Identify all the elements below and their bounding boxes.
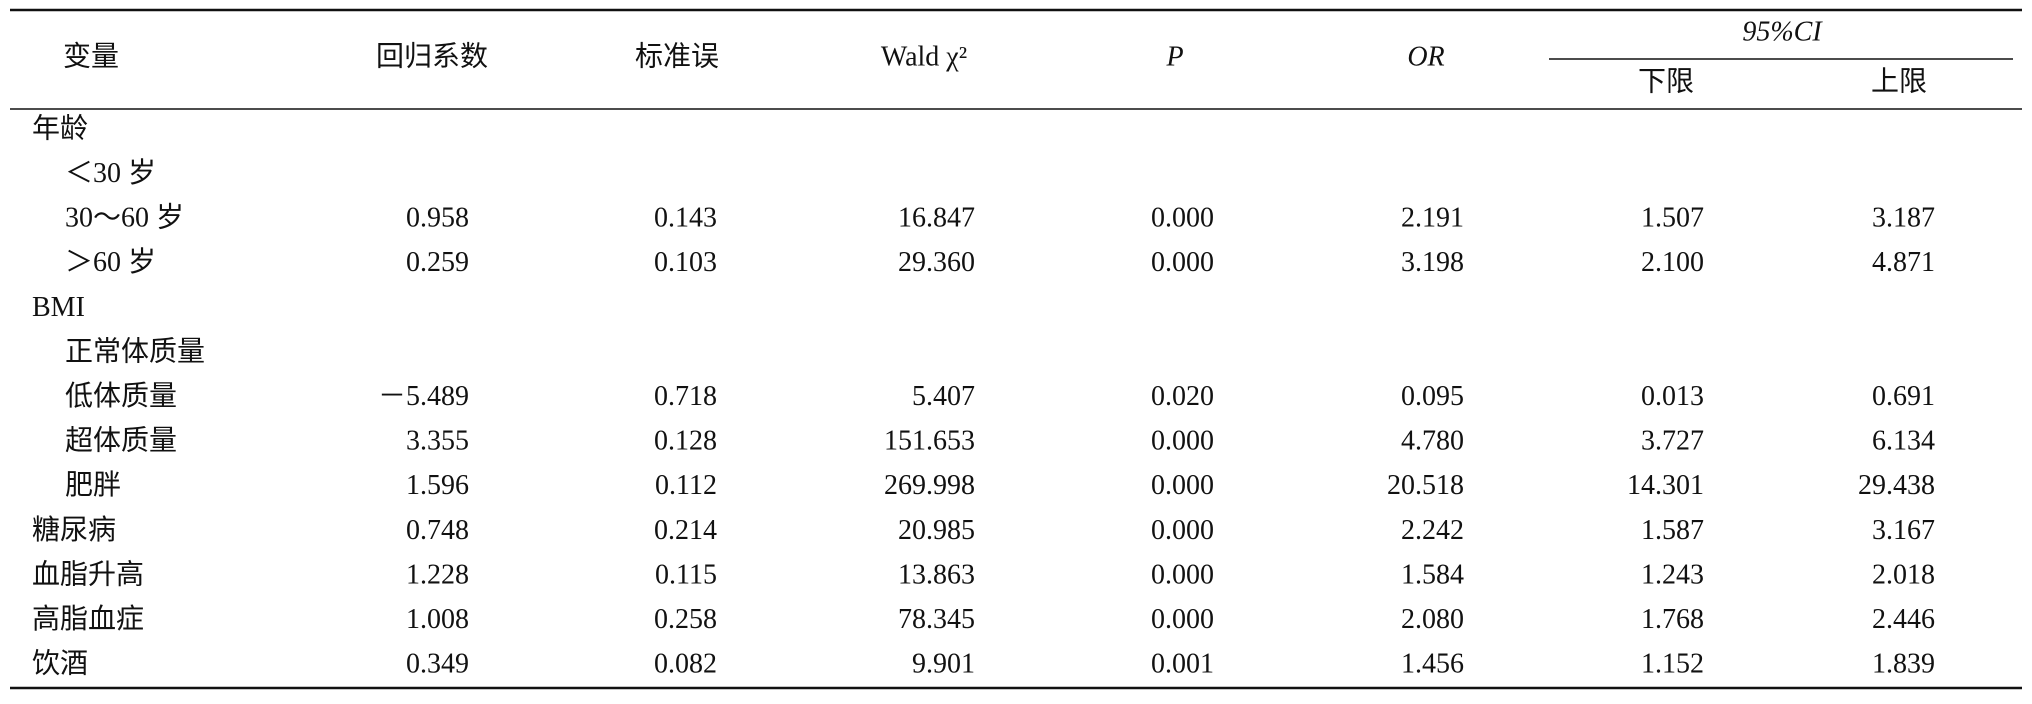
cell: 0.214 [654,515,717,546]
cell: 1.507 [1641,203,1704,234]
row-label: 肥胖 [65,469,121,501]
cell: 0.691 [1872,381,1935,412]
row-label: 正常体质量 [65,335,205,367]
cell: 0.000 [1151,247,1214,278]
cell: 0.103 [654,247,717,278]
cell: 2.018 [1872,559,1935,590]
ci-header: 95%CI [1742,16,1823,47]
row-label: ＜30 岁 [65,157,156,189]
ci-subheader: 下限 [1638,66,1694,97]
cell: 0.000 [1151,559,1214,590]
cell: 269.998 [884,470,975,501]
cell: 3.187 [1872,203,1935,234]
cell: 1.228 [406,559,469,590]
cell: 3.355 [406,426,469,457]
cell: 1.584 [1401,559,1464,590]
cell: 2.191 [1401,203,1464,234]
cell: 3.167 [1872,515,1935,546]
cell: 4.780 [1401,426,1464,457]
cell: 0.259 [406,247,469,278]
cell: －5.489 [378,381,469,412]
cell: 16.847 [898,203,975,234]
cell: 0.748 [406,515,469,546]
cell: 1.587 [1641,515,1704,546]
row-label: 超体质量 [65,425,177,457]
cell: 2.242 [1401,515,1464,546]
column-header: Wald χ² [881,41,967,72]
column-header: P [1165,41,1183,72]
cell: 2.446 [1872,604,1935,635]
column-header: OR [1407,41,1444,72]
row-label: 糖尿病 [32,514,116,546]
row-label: 30～60 岁 [65,202,184,234]
cell: 0.000 [1151,604,1214,635]
cell: 0.718 [654,381,717,412]
row-label: 年龄 [32,112,88,144]
cell: 13.863 [898,559,975,590]
cell: 1.768 [1641,604,1704,635]
row-label: ＞60 岁 [65,246,156,278]
cell: 14.301 [1627,470,1704,501]
cell: 1.152 [1641,649,1704,680]
cell: 2.080 [1401,604,1464,635]
column-header: 变量 [63,40,119,72]
cell: 9.901 [912,649,975,680]
cell: 1.008 [406,604,469,635]
cell: 0.000 [1151,515,1214,546]
cell: 0.112 [655,470,717,501]
cell: 151.653 [884,426,975,457]
cell: 0.000 [1151,203,1214,234]
cell: 0.143 [654,203,717,234]
column-header: 标准误 [635,40,719,72]
row-label: 血脂升高 [32,558,144,590]
cell: 2.100 [1641,247,1704,278]
cell: 0.020 [1151,381,1214,412]
cell: 0.958 [406,203,469,234]
cell: 0.095 [1401,381,1464,412]
row-label: 低体质量 [65,380,177,412]
row-label: BMI [32,292,85,323]
cell: 4.871 [1872,247,1935,278]
cell: 1.839 [1872,649,1935,680]
cell: 0.349 [406,649,469,680]
cell: 0.000 [1151,426,1214,457]
cell: 20.518 [1387,470,1464,501]
row-label: 高脂血症 [32,603,144,635]
cell: 20.985 [898,515,975,546]
cell: 0.128 [654,426,717,457]
cell: 5.407 [912,381,975,412]
cell: 1.596 [406,470,469,501]
cell: 0.000 [1151,470,1214,501]
cell: 0.082 [654,649,717,680]
cell: 0.001 [1151,649,1214,680]
cell: 29.360 [898,247,975,278]
cell: 1.456 [1401,649,1464,680]
row-label: 饮酒 [32,648,88,680]
cell: 3.727 [1641,426,1704,457]
cell: 29.438 [1858,470,1935,501]
cell: 78.345 [898,604,975,635]
ci-subheader: 上限 [1871,66,1927,97]
cell: 1.243 [1641,559,1704,590]
cell: 0.115 [655,559,717,590]
cell: 6.134 [1872,426,1935,457]
cell: 3.198 [1401,247,1464,278]
cell: 0.013 [1641,381,1704,412]
column-header: 回归系数 [376,40,488,72]
cell: 0.258 [654,604,717,635]
